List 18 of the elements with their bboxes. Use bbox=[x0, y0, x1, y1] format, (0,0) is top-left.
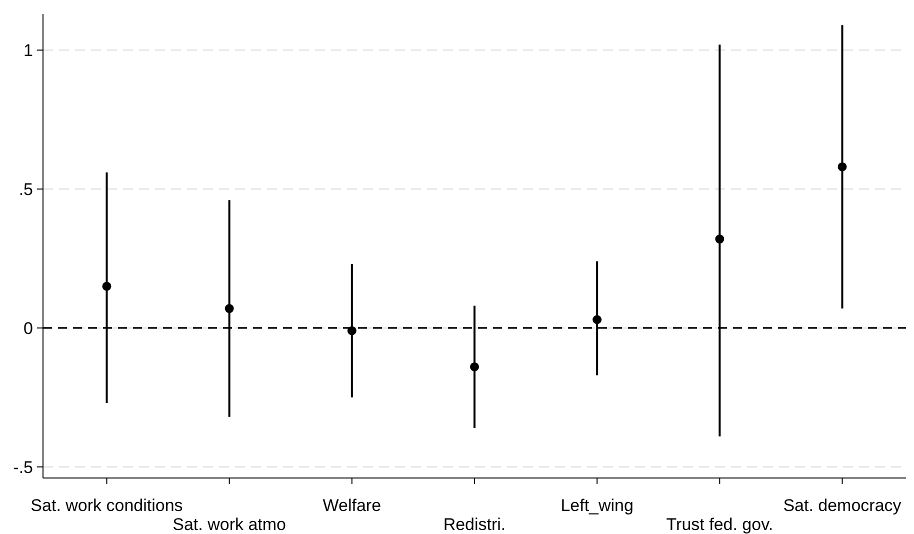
point bbox=[838, 162, 847, 172]
point bbox=[592, 315, 602, 324]
point bbox=[224, 304, 234, 314]
point bbox=[347, 326, 356, 336]
point bbox=[102, 282, 112, 291]
x-tick-label: Welfare bbox=[322, 496, 382, 515]
x-tick-label: Sat. democracy bbox=[783, 496, 902, 515]
x-tick-label: Sat. work atmo bbox=[172, 515, 286, 534]
x-tick-label: Sat. work conditions bbox=[30, 496, 183, 515]
point bbox=[470, 362, 479, 372]
x-tick-label: Left_wing bbox=[560, 496, 634, 515]
point bbox=[715, 234, 724, 244]
y-tick-label: 1 bbox=[24, 41, 33, 60]
y-tick-label: 0 bbox=[24, 318, 33, 338]
y-tick-label: .5 bbox=[18, 180, 33, 199]
x-tick-label: Trust fed. gov. bbox=[666, 515, 774, 534]
y-tick-label: -.5 bbox=[13, 458, 33, 477]
x-tick-label: Redistri. bbox=[443, 515, 506, 534]
